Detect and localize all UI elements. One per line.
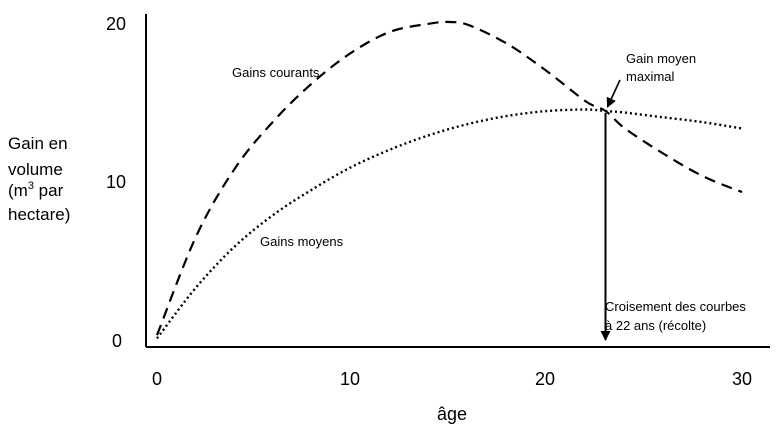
series-label-gains-moyens: Gains moyens	[260, 234, 344, 249]
x-tick-label-0: 0	[152, 369, 162, 389]
series-gains-courants-line	[155, 20, 743, 336]
y-axis-label-line-2: volume	[8, 160, 63, 179]
x-tick-label-10: 10	[340, 369, 360, 389]
y-axis-label-line-1: Gain en	[8, 134, 68, 153]
y-axis-label-suffix: par	[34, 181, 64, 200]
annotation-crossing-label-line-2: à 22 ans (récolte)	[605, 318, 706, 333]
y-axis-label-line-3: (m3 par	[8, 180, 64, 200]
annotation-peak-label-line-1: Gain moyen	[626, 51, 696, 66]
series-gains-moyens-line	[156, 108, 743, 340]
y-axis-label-unit: (m	[8, 181, 28, 200]
y-axis-label: Gain en volume (m3 par hectare)	[8, 134, 70, 224]
x-tick-label-20: 20	[535, 369, 555, 389]
annotation-crossing-label-line-1: Croisement des courbes	[605, 299, 746, 314]
y-axis-label-line-4: hectare)	[8, 205, 70, 224]
y-tick-label-20: 20	[106, 14, 126, 34]
series-label-gains-courants: Gains courants	[232, 65, 320, 80]
x-tick-label-30: 30	[732, 369, 752, 389]
y-axis-label-superscript: 3	[28, 180, 34, 192]
y-tick-label-10: 10	[106, 172, 126, 192]
annotation-peak-label-line-2: maximal	[626, 69, 675, 84]
annotation-peak-arrow	[606, 79, 621, 108]
y-tick-label-0: 0	[112, 331, 122, 351]
x-axis-label: âge	[437, 404, 467, 424]
